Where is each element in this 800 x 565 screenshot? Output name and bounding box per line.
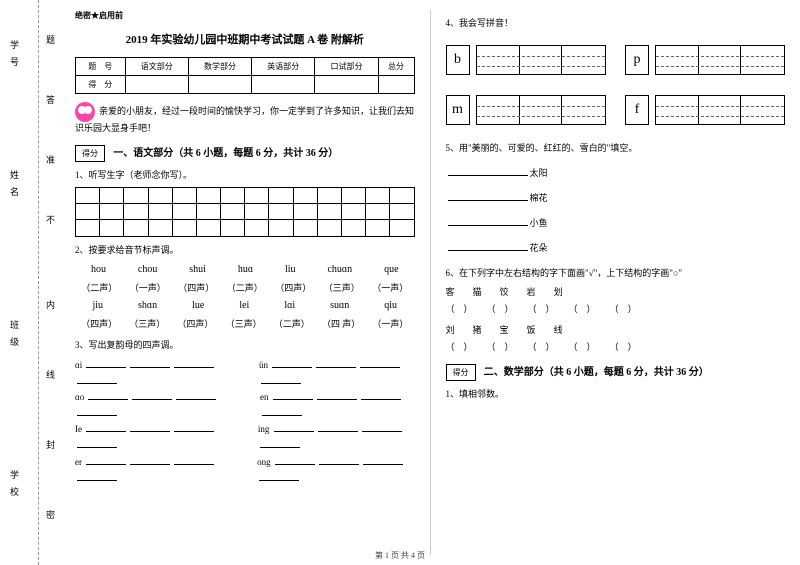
- field-school: 学校: [8, 470, 21, 504]
- fill-1: 太阳: [446, 166, 786, 179]
- q5: 5、用"美丽的、可爱的、红红的、雪白的"填空。: [446, 141, 786, 154]
- th-3: 英语部分: [252, 58, 315, 76]
- vowel-block: ɑi ün ɑo en Ie ing er ong: [75, 357, 415, 487]
- section-2-title: 二、数学部分（共 6 小题，每题 6 分，共计 36 分）: [484, 367, 709, 378]
- seal-6: 封: [44, 440, 57, 457]
- score-box-2: 得分: [446, 364, 476, 381]
- py-unit-b: b: [446, 45, 606, 75]
- seal-2: 准: [44, 155, 57, 172]
- seal-4: 内: [44, 300, 57, 317]
- score-box: 得分: [75, 145, 105, 162]
- th-2: 数学部分: [188, 58, 251, 76]
- right-column: 4、我会写拼音！ b p m f 5、用"美丽的、可爱的、红红的、雪白的"填空。…: [431, 0, 800, 565]
- py-unit-f: f: [625, 95, 785, 125]
- th-0: 题 号: [76, 58, 126, 76]
- char-row-2: 刘猪宝饭线: [446, 323, 786, 336]
- m1: 1、填相邻数。: [446, 387, 786, 400]
- pinyin-block: houchoushuihuɑliuchuɑnque （二声）（一声）（四声）（二…: [75, 264, 415, 330]
- paren-row-2: （ ）（ ）（ ）（ ）（ ）: [446, 340, 786, 353]
- section-2-header: 得分 二、数学部分（共 6 小题，每题 6 分，共计 36 分）: [446, 363, 786, 381]
- seal-0: 题: [44, 35, 57, 52]
- q2: 2、按要求给音节标声调。: [75, 243, 415, 256]
- section-1-header: 得分 一、语文部分（共 6 小题，每题 6 分，共计 36 分）: [75, 144, 415, 162]
- fill-2: 棉花: [446, 191, 786, 204]
- intro-body: 亲爱的小朋友，经过一段时间的愉快学习，你一定学到了许多知识，让我们去知识乐园大显…: [75, 106, 414, 133]
- th-5: 总分: [378, 58, 414, 76]
- th-4: 口试部分: [315, 58, 378, 76]
- writing-grid[interactable]: [75, 187, 415, 237]
- fill-3: 小鱼: [446, 216, 786, 229]
- field-class: 班级: [8, 320, 21, 354]
- left-column: 绝密★启用前 2019 年实验幼儿园中班期中考试试题 A 卷 附解析 题 号 语…: [60, 0, 430, 565]
- mascot-icon: [75, 102, 95, 122]
- char-row-1: 客猫饺岩划: [446, 285, 786, 298]
- field-name: 姓名: [8, 170, 21, 204]
- q3: 3、写出复韵母的四声调。: [75, 338, 415, 351]
- page-footer: 第 1 页 共 4 页: [0, 550, 800, 561]
- score-table: 题 号 语文部分 数学部分 英语部分 口试部分 总分 得 分: [75, 57, 415, 94]
- q1: 1、听写生字（老师念你写）。: [75, 168, 415, 181]
- seal-5: 线: [44, 370, 57, 387]
- row2-label: 得 分: [76, 76, 126, 94]
- paren-row-1: （ ）（ ）（ ）（ ）（ ）: [446, 302, 786, 315]
- field-id: 学号: [8, 40, 21, 74]
- q6: 6、在下列字中左右结构的字下面画"√"，上下结构的字画"○": [446, 266, 786, 279]
- exam-title: 2019 年实验幼儿园中班期中考试试题 A 卷 附解析: [75, 31, 415, 47]
- py-unit-m: m: [446, 95, 606, 125]
- fold-line: [38, 0, 39, 565]
- q4: 4、我会写拼音！: [446, 16, 786, 29]
- py-unit-p: p: [625, 45, 785, 75]
- fill-4: 花朵: [446, 241, 786, 254]
- th-1: 语文部分: [125, 58, 188, 76]
- seal-1: 答: [44, 95, 57, 112]
- binding-margin: 学号 姓名 班级 学校 题 答 准 不 内 线 封 密: [0, 0, 60, 565]
- secret-label: 绝密★启用前: [75, 10, 415, 21]
- intro-text: 亲爱的小朋友，经过一段时间的愉快学习，你一定学到了许多知识，让我们去知识乐园大显…: [75, 102, 415, 136]
- seal-3: 不: [44, 215, 57, 232]
- section-1-title: 一、语文部分（共 6 小题，每题 6 分，共计 36 分）: [113, 148, 338, 159]
- seal-7: 密: [44, 510, 57, 527]
